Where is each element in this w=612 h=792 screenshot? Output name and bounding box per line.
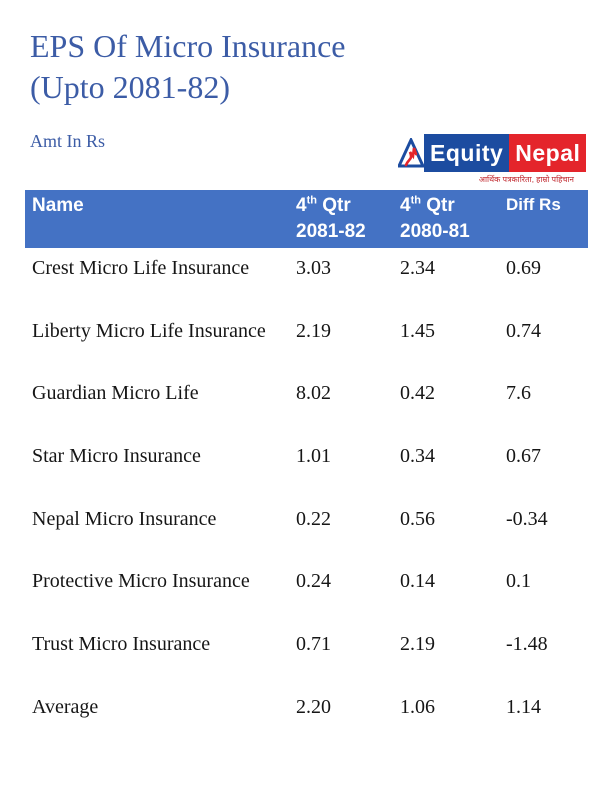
logo-word-equity: Equity bbox=[424, 134, 510, 172]
row-diff-rs: 0.1 bbox=[506, 570, 531, 593]
row-q4-2081-82: 3.03 bbox=[296, 257, 331, 279]
row-company-name: Protective Micro Insurance bbox=[32, 570, 250, 593]
row-q4-2081-82: 2.20 bbox=[296, 695, 331, 718]
mountain-triangle-icon bbox=[398, 134, 424, 172]
row-diff-rs: 1.14 bbox=[506, 695, 541, 718]
row-company-name: Average bbox=[32, 695, 99, 718]
row-diff-rs: -0.34 bbox=[506, 507, 548, 530]
table-row: Liberty Micro Life Insurance 2.19 1.45 0… bbox=[25, 311, 588, 374]
row-diff-rs: 7.6 bbox=[506, 382, 531, 405]
column-header-q4-2081-82: 4th Qtr 2081-82 bbox=[296, 194, 366, 242]
logo-word-nepal: Nepal bbox=[509, 134, 587, 172]
row-q4-2080-81: 1.06 bbox=[400, 695, 435, 718]
row-q4-2081-82: 2.19 bbox=[296, 319, 331, 342]
row-q4-2080-81: 2.19 bbox=[400, 633, 435, 656]
row-company-name: Nepal Micro Insurance bbox=[32, 507, 217, 530]
row-diff-rs: 0.69 bbox=[506, 257, 541, 279]
page-title-line2: (Upto 2081-82) bbox=[30, 69, 230, 105]
table-row: Protective Micro Insurance 0.24 0.14 0.1 bbox=[25, 561, 588, 624]
row-q4-2081-82: 8.02 bbox=[296, 382, 331, 405]
table-row: Nepal Micro Insurance 0.22 0.56 -0.34 bbox=[25, 499, 588, 562]
row-diff-rs: -1.48 bbox=[506, 633, 548, 656]
row-company-name: Trust Micro Insurance bbox=[32, 633, 211, 656]
column-header-name: Name bbox=[32, 195, 84, 216]
row-q4-2080-81: 2.34 bbox=[400, 257, 435, 279]
row-q4-2081-82: 0.71 bbox=[296, 633, 331, 656]
row-q4-2081-82: 0.24 bbox=[296, 570, 331, 593]
row-q4-2081-82: 0.22 bbox=[296, 507, 331, 530]
row-q4-2080-81: 1.45 bbox=[400, 319, 435, 342]
page-title: EPS Of Micro Insurance (Upto 2081-82) bbox=[30, 26, 345, 108]
page-title-line1: EPS Of Micro Insurance bbox=[30, 28, 346, 64]
table-header-row: Name 4th Qtr 2081-82 4th Qtr 2080-81 Dif… bbox=[25, 190, 588, 248]
logo-row: Equity Nepal bbox=[398, 134, 587, 172]
table-row: Star Micro Insurance 1.01 0.34 0.67 bbox=[25, 436, 588, 499]
equity-nepal-logo: Equity Nepal आर्थिक पत्रकारिता, हाम्रो प… bbox=[398, 134, 587, 185]
row-q4-2081-82: 1.01 bbox=[296, 445, 331, 468]
row-company-name: Star Micro Insurance bbox=[32, 445, 201, 468]
column-header-diff-rs: Diff Rs bbox=[506, 195, 561, 214]
row-q4-2080-81: 0.42 bbox=[400, 382, 435, 405]
table-body: Crest Micro Life Insurance 3.03 2.34 0.6… bbox=[25, 248, 588, 750]
row-company-name: Guardian Micro Life bbox=[32, 382, 199, 405]
column-header-q4-2080-81: 4th Qtr 2080-81 bbox=[400, 194, 470, 242]
table-row: Trust Micro Insurance 0.71 2.19 -1.48 bbox=[25, 624, 588, 687]
unit-note: Amt In Rs bbox=[30, 131, 106, 151]
row-q4-2080-81: 0.56 bbox=[400, 507, 435, 530]
table-row-average: Average 2.20 1.06 1.14 bbox=[25, 687, 588, 750]
row-company-name: Liberty Micro Life Insurance bbox=[32, 319, 266, 342]
row-q4-2080-81: 0.34 bbox=[400, 445, 435, 468]
table-row: Guardian Micro Life 8.02 0.42 7.6 bbox=[25, 373, 588, 436]
row-q4-2080-81: 0.14 bbox=[400, 570, 435, 593]
row-diff-rs: 0.74 bbox=[506, 319, 541, 342]
table-row: Crest Micro Life Insurance 3.03 2.34 0.6… bbox=[25, 248, 588, 311]
logo-tagline: आर्थिक पत्रकारिता, हाम्रो पहिचान bbox=[478, 175, 574, 184]
row-diff-rs: 0.67 bbox=[506, 445, 541, 468]
row-company-name: Crest Micro Life Insurance bbox=[32, 257, 250, 279]
